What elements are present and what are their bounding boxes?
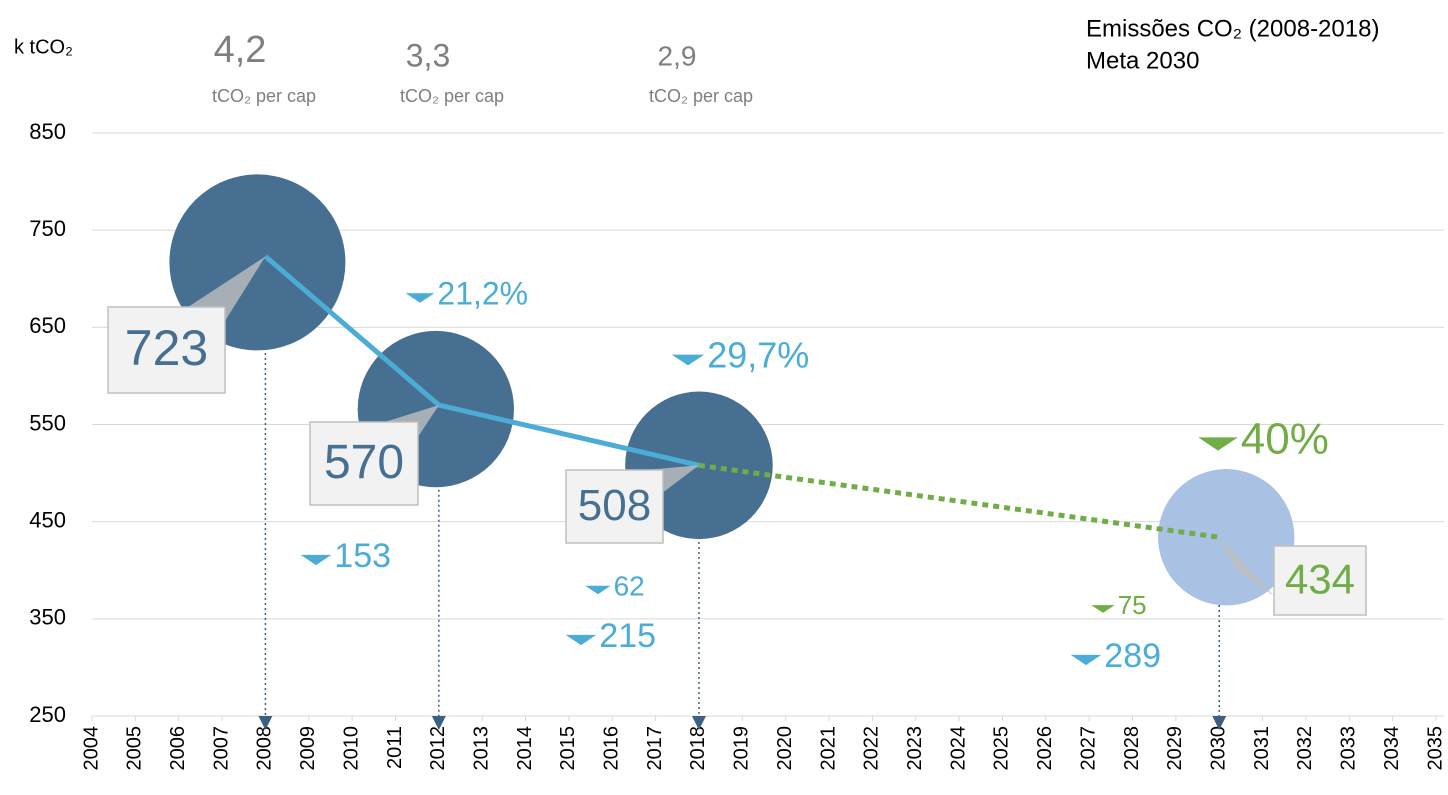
x-tick-label: 2006 [167,726,189,771]
drop-arrow [258,716,273,730]
data-label: 723 [125,320,208,376]
per-capita-value: 3,3 [406,37,450,73]
x-tick-label: 2019 [731,726,753,771]
drop-arrow [431,716,446,730]
annotation: 40% [1241,415,1329,464]
annotation: 29,7% [707,335,809,376]
y-tick-label: 350 [29,605,66,630]
bubble [1158,469,1295,606]
down-triangle [1070,654,1102,666]
x-tick-label: 2025 [991,726,1013,771]
legend-entry: Meta 2030 [1086,47,1199,74]
x-tick-label: 2035 [1424,726,1446,771]
down-triangle [1198,437,1238,451]
down-triangle [565,634,597,646]
x-tick-label: 2029 [1164,726,1186,771]
drop-arrow [691,716,706,730]
callout-box [565,469,664,544]
down-triangle [671,354,705,366]
data-label: 508 [578,481,651,530]
x-tick-label: 2022 [861,726,883,771]
x-tick-label: 2008 [254,726,276,771]
y-tick-label: 650 [29,313,66,338]
x-tick-label: 2011 [384,726,406,769]
x-tick-label: 2004 [80,726,102,771]
x-tick-label: 2028 [1121,726,1143,771]
per-capita-unit: tCO₂ per cap [400,86,504,106]
per-capita-value: 2,9 [658,40,697,71]
x-tick-label: 2034 [1381,726,1403,771]
x-tick-label: 2012 [427,726,449,771]
y-tick-label: 450 [29,507,66,532]
down-triangle [405,293,435,303]
x-tick-label: 2030 [1208,726,1230,771]
down-triangle [1091,605,1115,613]
y-tick-label: 250 [29,702,66,727]
x-tick-label: 2026 [1034,726,1056,771]
per-capita-unit: tCO₂ per cap [649,86,753,106]
annotation: 289 [1104,637,1161,675]
y-tick-label: 550 [29,410,66,435]
data-label: 434 [1285,556,1355,603]
x-tick-label: 2027 [1077,726,1099,771]
x-tick-label: 2033 [1338,726,1360,771]
x-tick-label: 2009 [297,726,319,771]
y-tick-label: 850 [29,119,66,144]
x-tick-label: 2016 [601,726,623,771]
callout-box [107,306,226,394]
callout-box [1273,545,1367,616]
x-tick-label: 2023 [904,726,926,771]
x-tick-label: 2017 [644,726,666,771]
y-tick-label: 750 [29,216,66,241]
x-tick-label: 2031 [1251,726,1273,771]
x-tick-label: 2013 [470,726,492,771]
x-tick-label: 2007 [210,726,232,771]
x-tick-label: 2010 [340,726,362,771]
x-tick-label: 2020 [774,726,796,771]
annotation: 62 [614,570,645,601]
x-tick-label: 2005 [124,726,146,771]
callout-box [309,421,419,506]
x-tick-label: 2014 [514,726,536,771]
x-tick-label: 2021 [817,726,839,771]
x-tick-label: 2024 [947,726,969,771]
x-tick-label: 2032 [1294,726,1316,771]
x-tick-label: 2015 [557,726,579,771]
target-line [698,462,1220,540]
annotation: 153 [334,537,391,575]
legend-entry: Emissões CO₂ (2008-2018) [1086,15,1379,42]
x-tick-label: 2018 [687,726,709,771]
down-triangle [585,585,611,595]
callout-pointer [1219,537,1274,596]
down-triangle [300,554,332,566]
data-label: 570 [324,436,404,489]
annotation: 21,2% [437,275,528,311]
y-axis-label: k tCO₂ [14,36,73,58]
annotation: 215 [599,617,656,655]
annotation: 75 [1118,590,1147,620]
per-capita-unit: tCO₂ per cap [212,86,316,106]
drop-arrow [1212,716,1227,730]
per-capita-value: 4,2 [214,29,267,71]
